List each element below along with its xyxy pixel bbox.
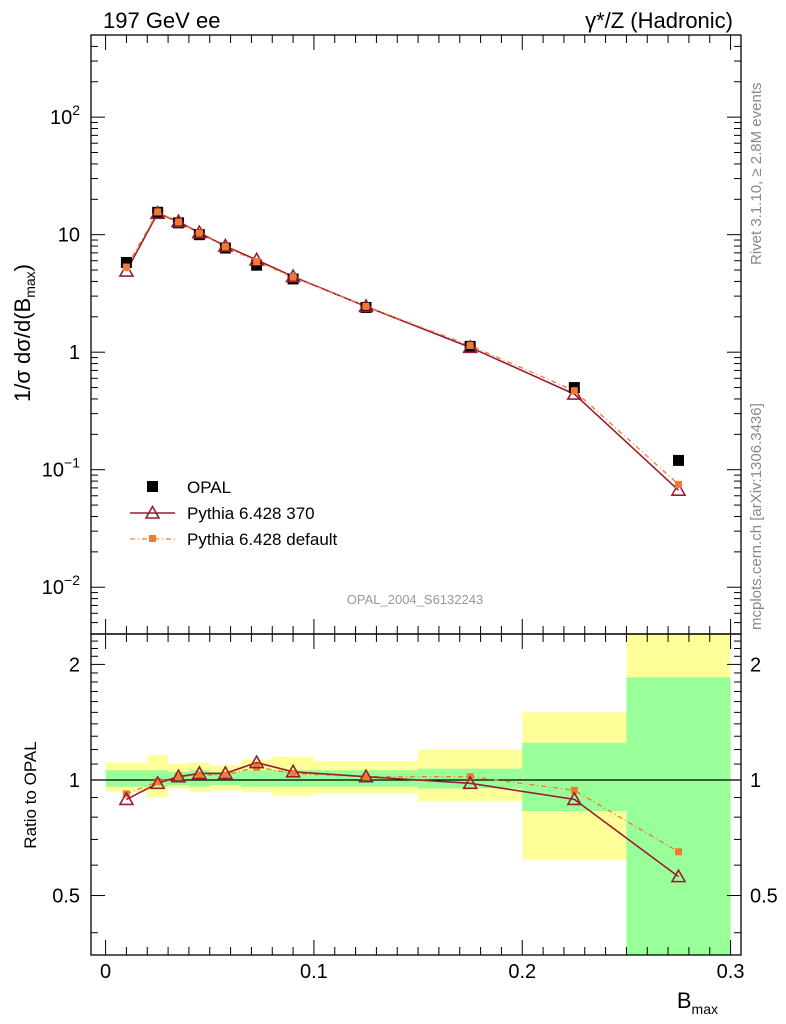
y-axis-label-ratio: Ratio to OPAL xyxy=(21,741,40,848)
series-line-pythia_default xyxy=(125,211,679,485)
ratio-point-pythia370 xyxy=(118,791,135,806)
ratio-point-pythia370 xyxy=(248,754,265,769)
x-tick-label: 0.3 xyxy=(717,961,745,983)
legend-marker-opal xyxy=(147,481,158,492)
y-ratio-tick-label-right: 2 xyxy=(750,654,761,676)
y-main-tick-exp: 2 xyxy=(72,102,80,118)
data-point-pythia370 xyxy=(670,482,687,496)
ratio-point-pythia-default xyxy=(221,771,229,779)
y-ratio-tick-label-left: 0.5 xyxy=(52,886,80,908)
ratio-point-pythia370 xyxy=(170,768,187,783)
series-layer xyxy=(118,205,687,883)
legend-label-pythia-default: Pythia 6.428 default xyxy=(187,530,338,549)
x-axis-label-sub: max xyxy=(692,1001,718,1017)
ratio-uncertainty-bands xyxy=(105,634,731,955)
y-main-tick-label: 10−1 xyxy=(42,455,80,482)
legend: OPAL Pythia 6.428 370 Pythia 6.428 defau… xyxy=(130,478,338,549)
y-ratio-tick-label-right: 0.5 xyxy=(750,886,778,908)
legend-marker-pythia-default xyxy=(149,535,156,542)
y-axis-label-sub: max xyxy=(22,271,38,297)
analysis-watermark: OPAL_2004_S6132243 xyxy=(347,592,483,607)
y-main-tick-exp: −1 xyxy=(64,455,80,471)
data-point-pythia-default xyxy=(195,229,203,237)
y-main-tick-base: 10 xyxy=(50,107,72,129)
chart-title-right: γ*/Z (Hadronic) xyxy=(585,8,733,33)
ratio-band-inner xyxy=(105,770,148,787)
ratio-point-pythia-default xyxy=(175,773,182,781)
ratio-line-pythia370 xyxy=(126,761,679,878)
y-main-tick-base: 10 xyxy=(58,225,80,247)
y-main-tick-exp: −2 xyxy=(64,572,80,588)
svg-text:1/σ dσ/d(Bmax): 1/σ dσ/d(Bmax) xyxy=(10,264,38,402)
ratio-band-inner xyxy=(626,677,731,955)
y-main-tick-base: 10 xyxy=(42,460,64,482)
y-axis-label-main: 1/σ dσ/d(Bmax) xyxy=(10,264,38,402)
ratio-point-pythia370 xyxy=(566,791,583,806)
data-point-opal xyxy=(120,256,132,268)
legend-label-opal: OPAL xyxy=(187,478,231,497)
ratio-band-inner xyxy=(522,742,627,812)
y-main-tick-label: 1 xyxy=(69,342,80,364)
y-ratio-tick-label-left: 2 xyxy=(69,654,80,676)
y-main-tick-label: 102 xyxy=(50,102,80,129)
x-tick-label: 0.2 xyxy=(508,961,536,983)
x-axis-label: Bmax xyxy=(677,988,718,1017)
x-tick-label: 0.1 xyxy=(300,961,328,983)
ratio-point-pythia370 xyxy=(149,775,166,790)
ratio-point-pythia370 xyxy=(191,765,208,780)
x-axis-label-base: B xyxy=(677,988,692,1013)
y-axis-label-close: ) xyxy=(10,264,35,271)
ratio-point-pythia370 xyxy=(217,765,234,780)
panel-frames xyxy=(90,34,742,956)
series-line-pythia370 xyxy=(125,212,680,491)
data-point-pythia-default xyxy=(675,480,682,488)
ratio-point-pythia370 xyxy=(285,763,301,778)
y-axis-label-base: 1/σ dσ/d(B xyxy=(10,298,35,402)
data-point-pythia-default xyxy=(466,342,474,350)
ratio-point-pythia-default xyxy=(195,771,203,779)
data-point-pythia-default xyxy=(154,208,162,216)
data-point-pythia-default xyxy=(289,273,297,281)
rivet-label: Rivet 3.1.10, ≥ 2.8M events xyxy=(748,83,765,266)
legend-marker-pythia370 xyxy=(144,504,161,519)
data-point-pythia-default xyxy=(253,258,261,266)
ratio-point-pythia370 xyxy=(670,868,687,883)
ratio-frame xyxy=(90,633,742,956)
ratio-point-pythia-default xyxy=(570,786,578,794)
y-main-tick-label: 10−2 xyxy=(42,572,80,599)
data-point-pythia-default xyxy=(362,302,370,310)
ratio-point-pythia-default xyxy=(154,778,162,786)
y-main-tick-base: 1 xyxy=(69,342,80,364)
y-main-tick-label: 10 xyxy=(58,225,80,247)
ratio-point-pythia370 xyxy=(358,768,374,783)
chart-title-left: 197 GeV ee xyxy=(103,8,220,33)
ratio-point-pythia370 xyxy=(462,775,479,790)
ratio-point-pythia-default xyxy=(362,773,370,781)
data-point-pythia-default xyxy=(175,218,182,226)
y-ratio-tick-label-left: 1 xyxy=(69,770,80,792)
data-point-pythia-default xyxy=(570,387,578,395)
y-ratio-tick-label-right: 1 xyxy=(750,770,761,792)
mcplots-label: mcplots.cern.ch [arXiv:1306.3436] xyxy=(748,403,765,630)
x-tick-label: 0 xyxy=(100,961,111,983)
data-point-opal xyxy=(673,454,684,466)
data-point-pythia-default xyxy=(221,243,229,251)
ratio-point-pythia-default xyxy=(675,848,682,856)
data-point-pythia-default xyxy=(122,263,130,271)
legend-label-pythia370: Pythia 6.428 370 xyxy=(187,504,315,523)
ratio-point-pythia-default xyxy=(289,769,297,777)
y-main-tick-base: 10 xyxy=(42,577,64,599)
ratio-band-inner xyxy=(241,770,273,787)
